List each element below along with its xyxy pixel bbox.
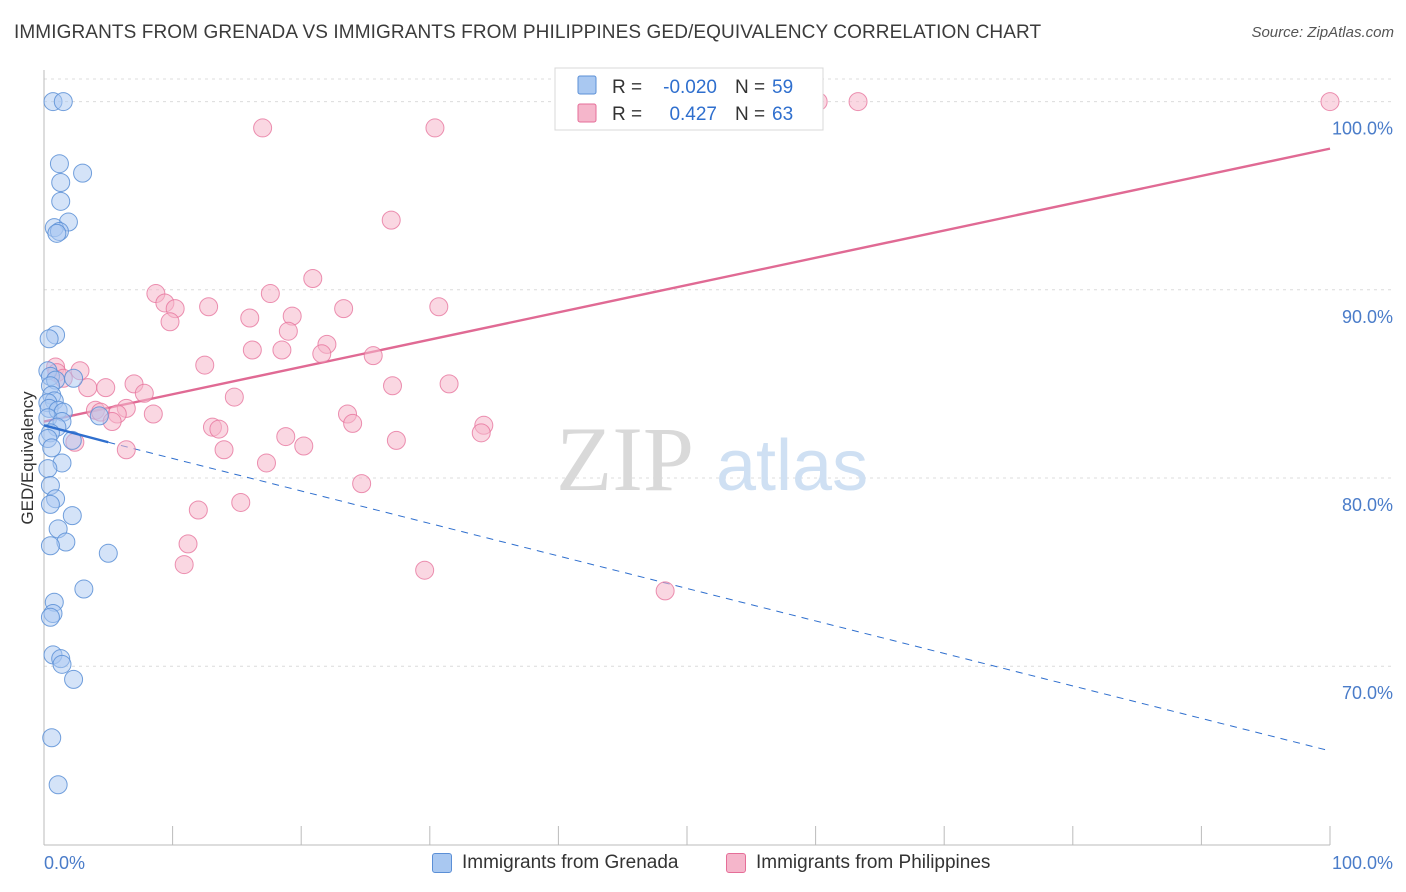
point-grenada-36 [62,506,82,526]
x-tick-label-min: 0.0% [44,853,85,873]
point-grenada-28 [62,430,82,450]
point-philippines-22 [363,346,383,366]
axes [43,70,1331,846]
point-grenada-30 [42,438,62,458]
point-grenada-5 [51,191,71,211]
stats-legend: R = -0.020 N = 59 R = 0.427 N = 63 [554,67,824,131]
point-grenada-15 [64,368,84,388]
legend-label-philippines: Immigrants from Philippines [756,852,991,873]
point-philippines-47 [386,430,406,450]
point-philippines-33 [134,383,154,403]
point-grenada-11 [39,329,59,349]
point-philippines-59 [415,560,435,580]
point-philippines-54 [352,474,372,494]
point-grenada-9 [47,223,67,243]
point-philippines-5 [381,210,401,230]
point-philippines-11 [199,297,219,317]
stats-n-value-philippines: 63 [772,104,793,125]
point-philippines-8 [260,284,280,304]
point-grenada-48 [64,669,84,689]
point-philippines-51 [116,440,136,460]
trend-line-grenada-solid [43,424,109,444]
legend-item-philippines[interactable]: Immigrants from Philippines [726,852,990,874]
point-philippines-50 [214,440,234,460]
point-philippines-49 [294,436,314,456]
point-grenada-1 [53,92,73,112]
point-philippines-52 [471,423,491,443]
point-grenada-35 [40,494,60,514]
point-philippines-58 [174,555,194,575]
point-grenada-44 [40,607,60,627]
point-philippines-20 [272,340,292,360]
stats-swatch-grenada [577,75,597,95]
chart-title: IMMIGRANTS FROM GRENADA VS IMMIGRANTS FR… [14,22,1042,43]
point-philippines-57 [178,534,198,554]
tick-labels: 70.0% 80.0% 90.0% 100.0% 0.0% 100.0% [44,119,1393,873]
stats-r-label-grenada: R = [612,77,642,98]
point-philippines-34 [224,387,244,407]
point-philippines-3 [253,118,273,138]
point-grenada-40 [98,543,118,563]
point-philippines-6 [303,268,323,288]
trend-line-grenada-dashed [108,441,1331,752]
point-philippines-13 [429,297,449,317]
source-credit: Source: ZipAtlas.com [1251,24,1394,41]
point-philippines-14 [240,308,260,328]
point-philippines-29 [439,374,459,394]
point-philippines-2 [1320,92,1340,112]
watermark: ZIP atlas [556,408,868,510]
point-philippines-16 [160,312,180,332]
stats-n-label-grenada: N = [735,77,765,98]
stats-swatch-philippines [577,103,597,123]
point-philippines-32 [96,378,116,398]
point-philippines-23 [195,355,215,375]
legend-label-grenada: Immigrants from Grenada [462,852,679,873]
y-tick-label-80: 80.0% [1342,495,1393,515]
point-philippines-60 [655,581,675,601]
trend-lines [43,147,1331,752]
point-philippines-46 [276,427,296,447]
point-philippines-1 [848,92,868,112]
y-tick-label-100: 100.0% [1332,119,1393,139]
point-grenada-2 [49,154,69,174]
y-axis-label: GED/Equivalency [18,391,37,525]
point-grenada-4 [51,173,71,193]
legend-swatch-grenada [432,853,452,873]
point-philippines-39 [143,404,163,424]
point-philippines-12 [334,299,354,319]
point-philippines-21 [312,344,332,364]
point-philippines-45 [209,419,229,439]
y-tick-label-90: 90.0% [1342,307,1393,327]
point-grenada-39 [40,536,60,556]
stats-r-value-grenada: -0.020 [663,77,717,98]
point-philippines-53 [256,453,276,473]
point-grenada-3 [73,163,93,183]
point-philippines-56 [188,500,208,520]
point-philippines-4 [425,118,445,138]
point-grenada-49 [42,728,62,748]
trend-line-philippines [43,147,1331,423]
point-grenada-32 [38,459,58,479]
point-philippines-55 [231,492,251,512]
point-philippines-42 [343,413,363,433]
legend-swatch-philippines [726,853,746,873]
watermark-zip: ZIP [556,408,694,510]
x-tick-label-max: 100.0% [1332,853,1393,873]
stats-r-label-philippines: R = [612,104,642,125]
stats-n-label-philippines: N = [735,104,765,125]
point-grenada-50 [48,775,68,795]
stats-n-value-grenada: 59 [772,77,793,98]
point-grenada-41 [74,579,94,599]
point-grenada-47 [52,654,72,674]
point-grenada-23 [89,406,109,426]
stats-r-value-philippines: 0.427 [669,104,717,125]
grid-lines [44,78,1392,667]
point-philippines-17 [278,321,298,341]
legend-item-grenada[interactable]: Immigrants from Grenada [432,852,678,874]
y-tick-label-70: 70.0% [1342,683,1393,703]
point-philippines-30 [383,376,403,396]
watermark-atlas: atlas [716,426,868,506]
point-philippines-19 [242,340,262,360]
